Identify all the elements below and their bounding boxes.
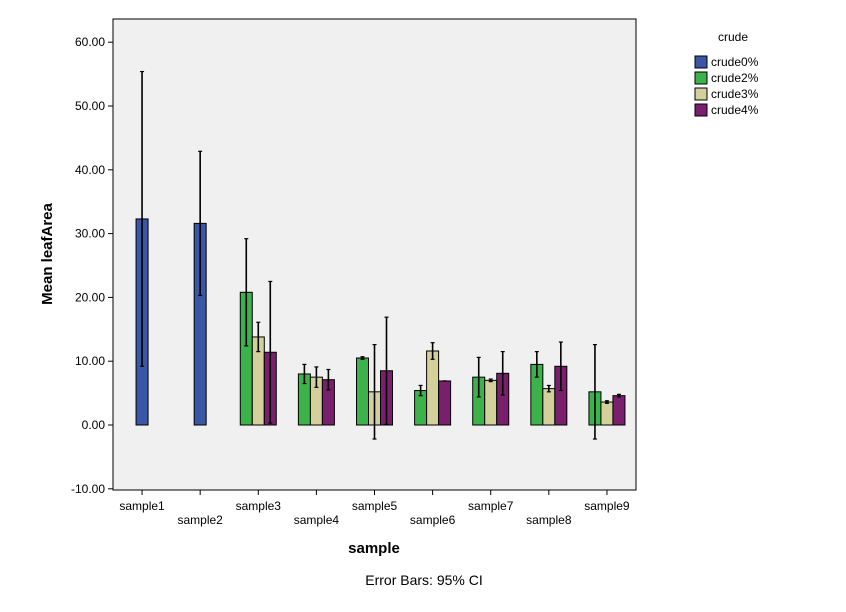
legend-swatch [694, 71, 708, 85]
legend-title: crude [718, 30, 748, 44]
legend-swatch [694, 87, 708, 101]
x-tick-label: sample8 [526, 513, 572, 527]
y-axis: -10.00 0.00 10.00 20.00 30.00 40.00 50.00 60.00 [71, 35, 113, 496]
bar-crude4pct [612, 395, 626, 426]
legend-label: crude4% [711, 103, 759, 117]
x-tick-label: sample7 [468, 499, 514, 513]
x-tick-label: sample5 [352, 499, 398, 513]
y-tick-label: 20.00 [75, 290, 105, 304]
legend-swatch [694, 103, 708, 117]
legend-label: crude3% [711, 87, 759, 101]
y-tick-label: 10.00 [75, 354, 105, 368]
legend: crude crude0% crude2% crude3% crude4% [694, 30, 759, 117]
legend-label: crude0% [711, 55, 759, 69]
x-tick-label: sample3 [236, 499, 282, 513]
x-tick-label: sample4 [294, 513, 340, 527]
y-tick-label: 50.00 [75, 99, 105, 113]
y-tick-label: 0.00 [82, 418, 106, 432]
bar-crude3pct [484, 379, 498, 426]
x-tick-label: sample2 [177, 513, 223, 527]
error-bars [140, 70, 621, 440]
x-tick-label: sample9 [584, 499, 630, 513]
x-axis-title: sample [348, 540, 400, 557]
y-axis-title: Mean leafArea [39, 202, 56, 304]
bars [135, 218, 626, 426]
y-tick-label: 40.00 [75, 163, 105, 177]
legend-label: crude2% [711, 71, 759, 85]
x-tick-label: sample1 [119, 499, 165, 513]
footnote: Error Bars: 95% CI [365, 572, 482, 588]
bar-crude4pct [438, 380, 452, 426]
x-tick-label: sample6 [410, 513, 456, 527]
y-tick-label: 30.00 [75, 227, 105, 241]
legend-swatch [694, 55, 708, 69]
bar-crude2pct [356, 357, 369, 426]
bar-crude3pct [426, 350, 440, 426]
y-tick-label: -10.00 [71, 482, 105, 496]
bar-crude3pct [600, 401, 614, 426]
y-tick-label: 60.00 [75, 35, 105, 49]
bar-crude3pct [542, 388, 556, 426]
x-axis: sample1 sample2 sample3 sample4 sample5 sampl… [119, 490, 630, 527]
